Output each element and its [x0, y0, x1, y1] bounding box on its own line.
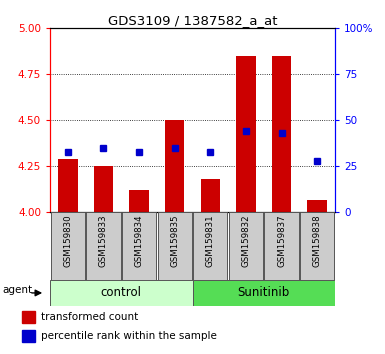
Bar — [236, 56, 256, 212]
Text: percentile rank within the sample: percentile rank within the sample — [41, 331, 217, 341]
Bar — [94, 166, 113, 212]
Text: control: control — [101, 286, 142, 299]
Text: agent: agent — [3, 285, 33, 295]
FancyBboxPatch shape — [86, 212, 121, 280]
Bar — [165, 120, 184, 212]
FancyBboxPatch shape — [192, 280, 335, 306]
Text: GSM159835: GSM159835 — [170, 215, 179, 267]
FancyBboxPatch shape — [157, 212, 192, 280]
Bar — [201, 179, 220, 212]
Text: transformed count: transformed count — [41, 312, 139, 322]
FancyBboxPatch shape — [300, 212, 334, 280]
FancyBboxPatch shape — [229, 212, 263, 280]
Text: GSM159831: GSM159831 — [206, 215, 215, 267]
FancyBboxPatch shape — [122, 212, 156, 280]
Bar — [272, 56, 291, 212]
FancyBboxPatch shape — [50, 280, 192, 306]
Bar — [58, 159, 78, 212]
Text: GSM159833: GSM159833 — [99, 215, 108, 267]
Bar — [22, 330, 35, 342]
Bar — [307, 200, 327, 212]
Bar — [129, 190, 149, 212]
Text: Sunitinib: Sunitinib — [238, 286, 290, 299]
FancyBboxPatch shape — [193, 212, 228, 280]
Title: GDS3109 / 1387582_a_at: GDS3109 / 1387582_a_at — [108, 14, 277, 27]
Text: GSM159837: GSM159837 — [277, 215, 286, 267]
Text: GSM159832: GSM159832 — [241, 215, 250, 267]
Bar — [22, 311, 35, 322]
FancyBboxPatch shape — [264, 212, 299, 280]
Text: GSM159838: GSM159838 — [313, 215, 321, 267]
Text: GSM159834: GSM159834 — [135, 215, 144, 267]
FancyBboxPatch shape — [51, 212, 85, 280]
Text: GSM159830: GSM159830 — [64, 215, 72, 267]
